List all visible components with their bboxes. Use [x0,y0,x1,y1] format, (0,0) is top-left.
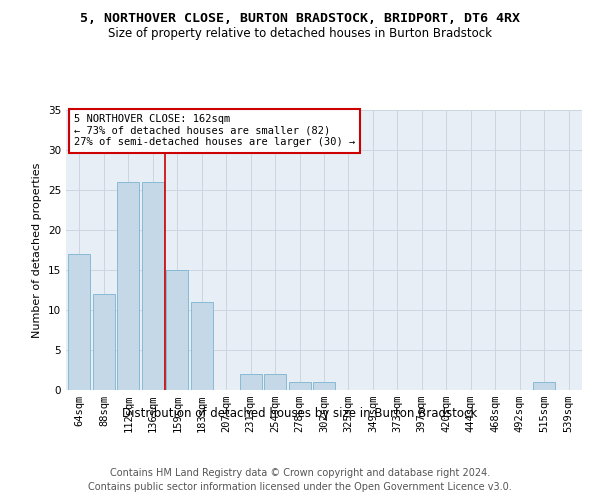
Bar [289,382,311,390]
Bar [93,294,115,390]
Text: Contains public sector information licensed under the Open Government Licence v3: Contains public sector information licen… [88,482,512,492]
Bar [166,270,188,390]
Bar [264,374,286,390]
Bar [313,382,335,390]
Text: Distribution of detached houses by size in Burton Bradstock: Distribution of detached houses by size … [122,408,478,420]
Bar [191,302,213,390]
Text: Contains HM Land Registry data © Crown copyright and database right 2024.: Contains HM Land Registry data © Crown c… [110,468,490,477]
Text: Size of property relative to detached houses in Burton Bradstock: Size of property relative to detached ho… [108,28,492,40]
Text: 5 NORTHOVER CLOSE: 162sqm
← 73% of detached houses are smaller (82)
27% of semi-: 5 NORTHOVER CLOSE: 162sqm ← 73% of detac… [74,114,355,148]
Bar [118,182,139,390]
Bar [68,254,91,390]
Bar [142,182,164,390]
Y-axis label: Number of detached properties: Number of detached properties [32,162,43,338]
Text: 5, NORTHOVER CLOSE, BURTON BRADSTOCK, BRIDPORT, DT6 4RX: 5, NORTHOVER CLOSE, BURTON BRADSTOCK, BR… [80,12,520,26]
Bar [239,374,262,390]
Bar [533,382,555,390]
